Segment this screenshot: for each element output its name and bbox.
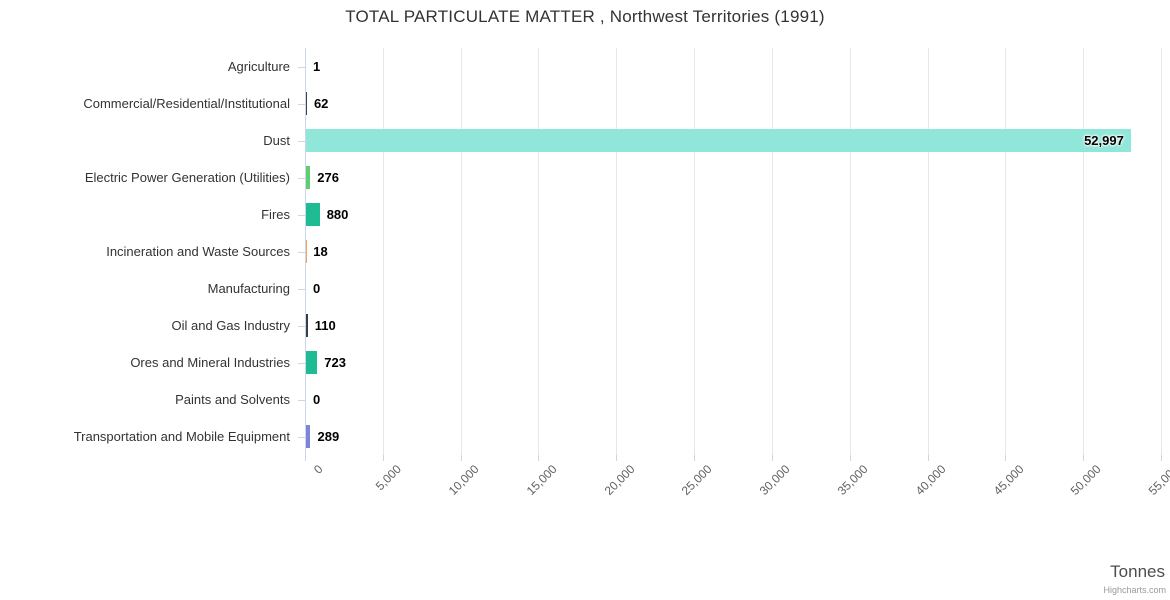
x-axis-tick bbox=[1161, 455, 1162, 461]
category-label: Agriculture bbox=[227, 58, 290, 74]
category-tick bbox=[298, 177, 305, 179]
x-axis-title: Tonnes bbox=[1110, 562, 1165, 581]
gridline bbox=[1005, 48, 1007, 455]
gridline bbox=[927, 48, 929, 455]
category-label: Fires bbox=[261, 206, 290, 222]
gridline bbox=[382, 48, 384, 455]
category-label: Paints and Solvents bbox=[175, 391, 290, 407]
x-axis-tick bbox=[616, 455, 618, 461]
bar-dust[interactable] bbox=[306, 129, 1131, 152]
category-tick bbox=[298, 66, 305, 68]
bar-electric-power-generation-utilities[interactable] bbox=[306, 166, 311, 189]
data-label-manufacturing: 0 bbox=[313, 280, 321, 296]
bar-oil-and-gas-industry[interactable] bbox=[306, 314, 308, 337]
x-tick-label: 20,000 bbox=[601, 462, 638, 498]
x-tick-label: 0 bbox=[311, 462, 326, 477]
x-axis-tick bbox=[694, 455, 696, 461]
x-tick-label: 50,000 bbox=[1068, 462, 1105, 498]
data-label-incineration-and-waste-sources: 18 bbox=[313, 243, 328, 259]
bar-transportation-and-mobile-equipment[interactable] bbox=[306, 425, 311, 448]
x-axis-tick bbox=[538, 455, 540, 461]
category-tick bbox=[298, 325, 305, 327]
category-tick bbox=[298, 362, 305, 364]
bar-fires[interactable] bbox=[306, 203, 320, 226]
category-tick bbox=[298, 399, 305, 401]
x-tick-label: 10,000 bbox=[445, 462, 482, 498]
data-label-transportation-and-mobile-equipment: 289 bbox=[317, 428, 340, 444]
x-axis-tick bbox=[927, 455, 929, 461]
category-tick bbox=[298, 140, 305, 142]
data-label-oil-and-gas-industry: 110 bbox=[314, 317, 336, 333]
gridline bbox=[1161, 48, 1162, 455]
highcharts-credits-link[interactable]: Highcharts.com bbox=[1103, 585, 1166, 595]
x-tick-label: 35,000 bbox=[834, 462, 871, 498]
category-label: Incineration and Waste Sources bbox=[106, 243, 290, 259]
gridline bbox=[694, 48, 696, 455]
x-tick-label: 45,000 bbox=[990, 462, 1027, 498]
data-label-electric-power-generation-utilities: 276 bbox=[317, 169, 339, 185]
category-label: Commercial/Residential/Institutional bbox=[83, 95, 290, 111]
gridline bbox=[460, 48, 462, 455]
bar-commercial-residential-institutional[interactable] bbox=[306, 92, 307, 115]
data-label-dust: 52,997 bbox=[1084, 132, 1124, 148]
x-tick-label: 55,000 bbox=[1146, 462, 1170, 498]
category-label: Manufacturing bbox=[207, 280, 290, 296]
x-axis-tick bbox=[382, 455, 384, 461]
category-label: Electric Power Generation (Utilities) bbox=[84, 169, 290, 185]
x-tick-label: 5,000 bbox=[372, 462, 404, 494]
data-label-paints-and-solvents: 0 bbox=[313, 391, 321, 407]
gridline bbox=[849, 48, 851, 455]
x-axis-tick bbox=[1005, 455, 1007, 461]
gridline bbox=[1083, 48, 1085, 455]
x-axis-tick bbox=[1083, 455, 1085, 461]
x-tick-label: 40,000 bbox=[912, 462, 949, 498]
category-label: Ores and Mineral Industries bbox=[130, 354, 290, 370]
chart-title: TOTAL PARTICULATE MATTER , Northwest Ter… bbox=[345, 7, 825, 26]
category-tick bbox=[298, 436, 305, 438]
category-tick bbox=[298, 103, 305, 105]
data-label-fires: 880 bbox=[326, 206, 349, 222]
category-tick bbox=[298, 251, 305, 253]
category-label: Transportation and Mobile Equipment bbox=[73, 428, 290, 444]
x-tick-label: 25,000 bbox=[679, 462, 715, 498]
category-label: Oil and Gas Industry bbox=[171, 317, 291, 333]
gridline bbox=[538, 48, 540, 455]
gridline bbox=[771, 48, 773, 455]
category-tick bbox=[298, 288, 305, 290]
x-tick-label: 15,000 bbox=[523, 462, 560, 498]
y-axis-line bbox=[305, 48, 306, 455]
x-axis-tick bbox=[849, 455, 851, 461]
data-label-agriculture: 1 bbox=[313, 58, 321, 74]
data-label-ores-and-mineral-industries: 723 bbox=[324, 354, 346, 370]
data-label-commercial-residential-institutional: 62 bbox=[313, 95, 329, 111]
gridline bbox=[616, 48, 618, 455]
category-tick bbox=[298, 214, 305, 216]
category-label: Dust bbox=[263, 132, 290, 148]
x-axis-tick bbox=[460, 455, 462, 461]
x-tick-label: 30,000 bbox=[756, 462, 793, 498]
x-axis-tick bbox=[771, 455, 773, 461]
x-axis-tick bbox=[305, 455, 306, 461]
bar-ores-and-mineral-industries[interactable] bbox=[306, 351, 318, 374]
